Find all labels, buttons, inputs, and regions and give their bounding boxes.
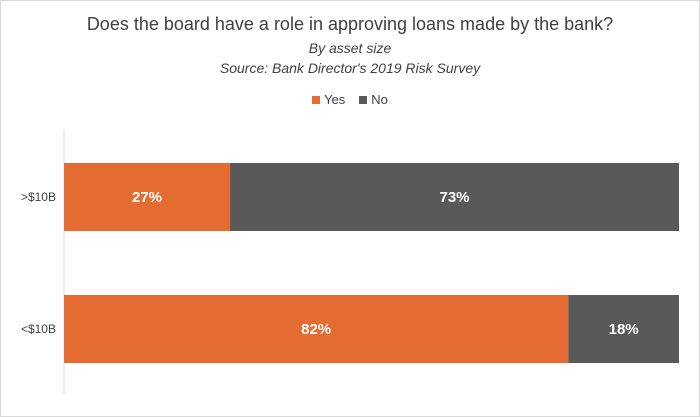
chart-source: Source: Bank Director's 2019 Risk Survey (219, 60, 481, 76)
bar-no (568, 295, 679, 363)
legend-swatch-no (359, 95, 368, 104)
category-label: <$10B (21, 322, 56, 336)
data-label-yes: 82% (301, 321, 331, 338)
legend: Yes No (0, 92, 700, 107)
legend-label-yes: Yes (324, 92, 346, 107)
legend-swatch-yes (312, 95, 321, 104)
bar-yes (64, 163, 231, 231)
chart-subtitle: By asset size (308, 40, 392, 56)
data-label-no: 18% (609, 321, 639, 338)
data-label-no: 73% (440, 189, 470, 206)
data-label-yes: 27% (132, 189, 162, 206)
legend-item-no: No (359, 92, 388, 107)
legend-item-yes: Yes (312, 92, 345, 107)
bar-yes (64, 295, 569, 363)
category-label: >$10B (21, 190, 56, 204)
legend-label-no: No (371, 92, 388, 107)
bar-no (230, 163, 680, 231)
chart-title: Does the board have a role in approving … (86, 14, 614, 34)
